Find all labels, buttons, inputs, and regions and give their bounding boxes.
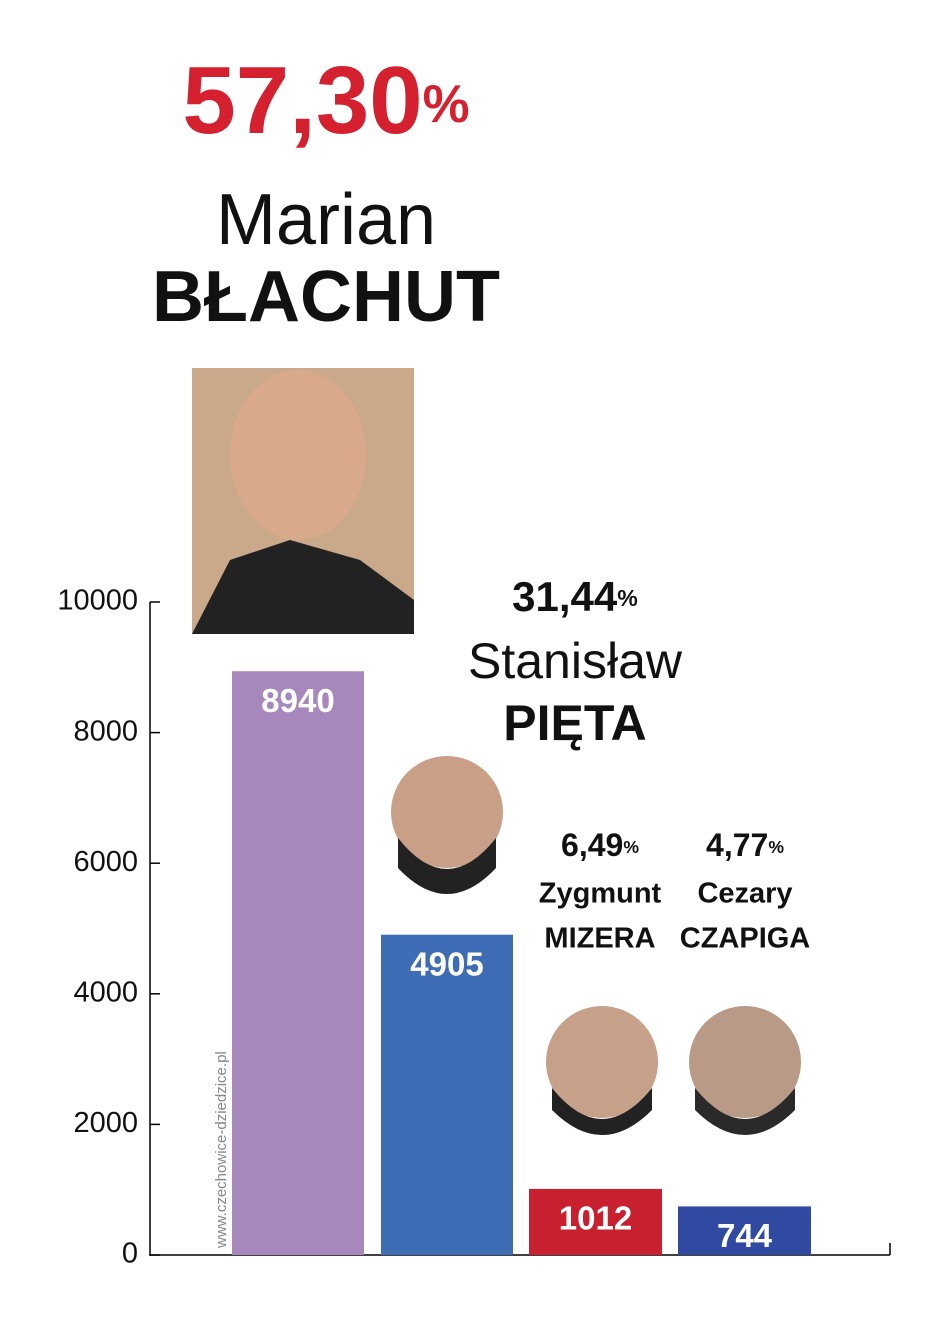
y-tick-label: 0: [122, 1238, 138, 1270]
candidate-first-name: Stanisław: [468, 633, 683, 689]
candidate-first-name: Marian: [216, 180, 436, 260]
source: www.czechowice-dziedzice.pl: [213, 1051, 230, 1249]
candidate-first-name: Zygmunt: [539, 878, 662, 910]
bar: [381, 934, 513, 1255]
candidate-last-name: MIZERA: [544, 923, 655, 955]
candidate-last-name: CZAPIGA: [680, 923, 811, 955]
y-tick-label: 2000: [73, 1107, 138, 1139]
value-label: 1012: [559, 1200, 632, 1237]
y-tick-label: 8000: [73, 715, 138, 747]
candidate-photo: [689, 1006, 801, 1135]
candidate-photo: [546, 1006, 658, 1135]
bar: [678, 1206, 811, 1255]
candidate-photo: [391, 756, 503, 894]
candidate-percent: 57,30%: [182, 47, 469, 154]
bar: [529, 1188, 662, 1255]
value-label: 8940: [261, 682, 334, 719]
candidate-percent: 6,49%: [561, 827, 639, 863]
value-label: 4905: [410, 945, 483, 982]
y-tick-label: 10000: [57, 585, 138, 617]
bar: [232, 671, 364, 1255]
y-tick-label: 4000: [73, 976, 138, 1008]
y-tick-label: 6000: [73, 846, 138, 878]
candidate-last-name: BŁACHUT: [152, 257, 500, 337]
candidate-percent: 31,44%: [512, 573, 638, 620]
candidate-first-name: Cezary: [697, 878, 792, 910]
value-label: 744: [717, 1217, 773, 1254]
candidate-last-name: PIĘTA: [503, 695, 647, 751]
candidate-photo: [192, 368, 414, 634]
candidate-percent: 4,77%: [706, 827, 784, 863]
